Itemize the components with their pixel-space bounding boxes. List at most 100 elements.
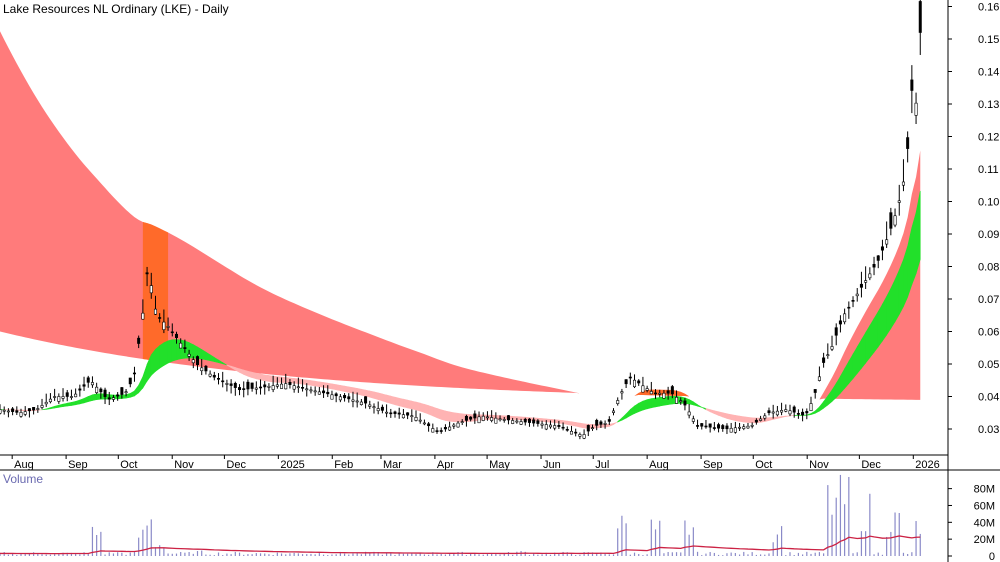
volume-tick-label: 80M (974, 484, 995, 496)
price-bar-body (322, 390, 326, 394)
short-ribbon-seg (356, 388, 362, 396)
price-bar-body (448, 426, 452, 431)
short-ribbon-seg (121, 394, 127, 399)
x-tick-label: Jul (595, 459, 609, 471)
short-ribbon-seg (541, 418, 547, 423)
price-bar-body (880, 246, 884, 251)
short-ribbon-seg (398, 397, 404, 408)
price-bar-body (599, 421, 603, 425)
short-ribbon-seg (722, 412, 728, 419)
volume-average-line (0, 535, 921, 555)
price-bar-body (540, 423, 544, 426)
price-bar-body (301, 387, 305, 389)
price-bar-body (502, 419, 506, 421)
short-ribbon-seg (894, 270, 900, 323)
price-bar-body (729, 427, 733, 433)
short-ribbon-seg (340, 384, 345, 392)
price-bar-body (284, 383, 288, 390)
short-ribbon-seg (449, 411, 455, 423)
short-ribbon-seg (361, 388, 366, 397)
short-ribbon-seg (579, 422, 585, 429)
price-bar-body (864, 280, 868, 283)
price-bar-body (708, 423, 712, 428)
price-bar-body (74, 393, 78, 398)
price-bar-body (859, 283, 863, 288)
price-bar-body (145, 272, 149, 275)
price-bar-body (15, 410, 19, 413)
short-ribbon-seg (58, 403, 64, 408)
x-tick-label: Sep (703, 459, 723, 471)
price-bar-body (195, 356, 199, 365)
short-ribbon-seg (810, 410, 816, 415)
price-bar-body (372, 406, 376, 409)
price-bar-body (238, 387, 242, 391)
short-ribbon-seg (323, 382, 329, 389)
price-bar-body (910, 79, 914, 91)
short-ribbon-seg (125, 392, 131, 399)
short-ribbon-seg (886, 288, 892, 336)
price-bar-body (317, 391, 321, 395)
price-bar-body (103, 389, 107, 397)
short-ribbon-seg (545, 418, 551, 423)
short-ribbon-seg (407, 399, 413, 410)
price-bar-body (645, 388, 649, 391)
price-bar-body (393, 411, 397, 414)
short-ribbon-seg (768, 416, 774, 421)
short-ribbon-seg (260, 373, 266, 382)
price-bar-body (343, 395, 347, 399)
y-tick-label: 0.13 (978, 99, 999, 111)
ribbon-orange-window-0 (142, 221, 169, 363)
short-ribbon-seg (865, 324, 871, 364)
price-bar-body (817, 376, 821, 381)
price-bar-body (527, 418, 531, 423)
price-bar-body (469, 416, 473, 420)
short-ribbon-seg (714, 410, 719, 416)
price-bar-body (162, 321, 166, 330)
short-ribbon-seg (432, 406, 438, 419)
short-ribbon-seg (306, 379, 312, 386)
price-bar-body (738, 426, 742, 429)
price-bar-body (48, 398, 52, 403)
short-ribbon-seg (37, 409, 43, 411)
short-ribbon-seg (92, 393, 97, 401)
y-tick-label: 0.07 (978, 294, 999, 306)
price-bar-body (485, 416, 489, 419)
price-bar-body (23, 411, 27, 415)
price-bar-body (654, 392, 658, 395)
short-ribbon-seg (701, 406, 707, 411)
short-ribbon-seg (882, 296, 887, 342)
y-tick-label: 0.08 (978, 262, 999, 274)
short-ribbon-seg (772, 416, 778, 420)
price-bar-body (397, 412, 401, 415)
volume-tick-label: 20M (974, 534, 995, 546)
price-bar-body (250, 382, 254, 389)
price-bar-body (532, 419, 536, 424)
price-bar-body (662, 392, 666, 399)
x-tick-label: 2025 (280, 459, 304, 471)
short-ribbon-seg (415, 401, 421, 412)
short-ribbon-seg (638, 400, 644, 413)
price-bar-body (620, 391, 624, 394)
price-bar-body (439, 430, 443, 432)
price-bar-body (40, 405, 44, 408)
price-bar-body (590, 427, 594, 430)
short-ribbon-seg (348, 386, 354, 394)
short-ribbon-seg (625, 408, 631, 419)
price-bar-body (725, 425, 729, 430)
volume-tick-label: 40M (974, 517, 995, 529)
x-tick-label: Nov (174, 459, 194, 471)
price-bar-body (771, 411, 775, 414)
short-ribbon-seg (428, 405, 434, 417)
price-bar-body (149, 285, 153, 294)
short-ribbon-seg (419, 402, 425, 413)
price-bar-body (649, 391, 653, 395)
short-ribbon-seg (382, 393, 387, 403)
price-bar-body (191, 359, 195, 364)
volume-tick-label: 0 (989, 551, 995, 562)
price-bar-body (813, 389, 817, 393)
price-bar-body (851, 300, 855, 302)
price-bar-body (788, 410, 792, 415)
price-bar-body (918, 1, 922, 33)
short-ribbon-seg (785, 415, 791, 417)
price-bar-body (565, 428, 569, 431)
